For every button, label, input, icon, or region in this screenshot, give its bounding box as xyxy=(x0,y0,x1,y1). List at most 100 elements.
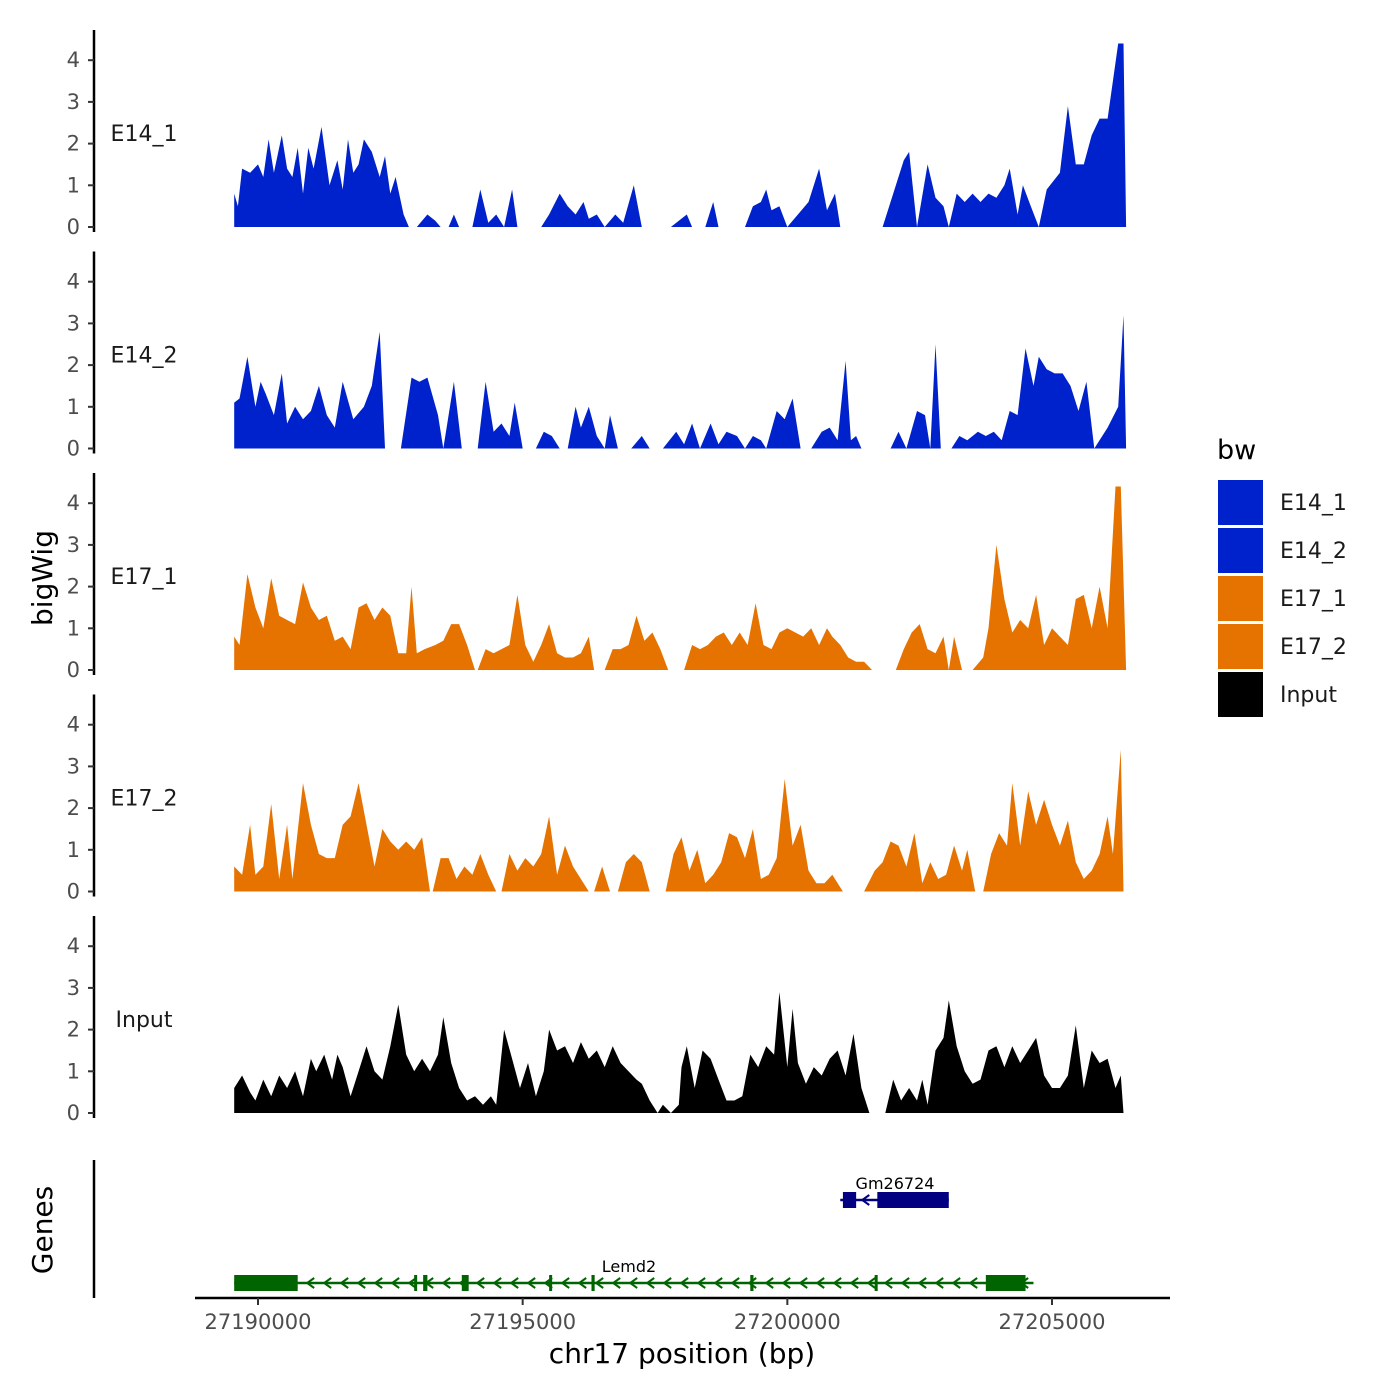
y-tick-label: 3 xyxy=(67,976,80,1000)
strand-chevron xyxy=(730,1277,740,1289)
y-tick-label: 1 xyxy=(67,173,80,197)
exon xyxy=(234,1275,298,1291)
y-tick-label: 4 xyxy=(67,48,80,72)
y-axis-title: bigWig xyxy=(26,530,59,626)
coverage-area xyxy=(864,833,976,892)
legend-swatch xyxy=(1218,576,1263,621)
y-tick-label: 4 xyxy=(67,270,80,294)
coverage-area xyxy=(895,624,962,670)
strand-chevron xyxy=(407,1277,417,1289)
y-tick-label: 0 xyxy=(67,437,80,461)
coverage-area xyxy=(432,854,497,892)
strand-chevron xyxy=(441,1277,451,1289)
strand-chevron xyxy=(713,1277,723,1289)
strand-chevron xyxy=(798,1277,808,1289)
coverage-area xyxy=(541,185,642,227)
legend-title: bw xyxy=(1217,435,1256,466)
track-label: E17_2 xyxy=(111,787,178,812)
track-label: E14_2 xyxy=(111,344,178,369)
coverage-area xyxy=(234,783,430,892)
x-axis: 27190000 27195000 27200000 27205000 xyxy=(195,1296,1170,1334)
strand-chevron xyxy=(883,1277,893,1289)
strand-chevron xyxy=(866,1277,876,1289)
legend-swatch xyxy=(1218,528,1263,573)
coverage-area xyxy=(234,574,475,670)
exon xyxy=(985,1275,1026,1291)
gene-label: Gm26724 xyxy=(856,1174,935,1193)
strand-chevron xyxy=(815,1277,825,1289)
coverage-area xyxy=(594,866,610,892)
strand-chevron xyxy=(764,1277,774,1289)
legend-label: E14_1 xyxy=(1280,491,1347,516)
legend-label: E17_1 xyxy=(1280,587,1347,612)
x-axis-title: chr17 position (bp) xyxy=(549,1337,815,1370)
coverage-area xyxy=(890,344,941,449)
coverage-area xyxy=(684,603,872,670)
coverage-area xyxy=(670,214,693,227)
strand-chevron xyxy=(305,1277,315,1289)
strand-chevron xyxy=(611,1277,621,1289)
strand-chevron xyxy=(917,1277,927,1289)
exon xyxy=(842,1192,857,1208)
legend-label: E14_2 xyxy=(1280,539,1347,564)
track-e14-1: 0 1 2 3 4 E14_1 xyxy=(67,30,1127,239)
genes-layer: Gm26724 Lemd2 xyxy=(92,1160,1034,1298)
y-tick-label: 0 xyxy=(67,215,80,239)
track-label: E17_1 xyxy=(111,565,178,590)
y-tick-label: 2 xyxy=(67,575,80,599)
gene-gm26724: Gm26724 xyxy=(840,1174,949,1208)
y-tick-label: 3 xyxy=(67,311,80,335)
exon xyxy=(750,1275,754,1291)
genes-panel-title: Genes xyxy=(26,1186,59,1274)
strand-chevron xyxy=(339,1277,349,1289)
legend-label: Input xyxy=(1280,683,1337,708)
strand-chevron xyxy=(492,1277,502,1289)
coverage-area xyxy=(951,315,1127,449)
strand-chevron xyxy=(781,1277,791,1289)
x-tick-label: 27205000 xyxy=(999,1310,1106,1334)
coverage-area xyxy=(567,406,618,449)
coverage-area xyxy=(400,377,462,449)
track-label: Input xyxy=(116,1008,173,1033)
strand-chevron xyxy=(373,1277,383,1289)
exon xyxy=(461,1275,469,1291)
exon xyxy=(874,1275,878,1291)
coverage-area xyxy=(662,360,862,449)
strand-chevron xyxy=(577,1277,587,1289)
track-label: E14_1 xyxy=(111,122,178,147)
strand-chevron xyxy=(645,1277,655,1289)
track-input: 0 1 2 3 4 Input xyxy=(67,916,1124,1125)
coverage-area xyxy=(234,331,385,449)
coverage-area xyxy=(631,436,650,449)
coverage-area xyxy=(416,214,441,227)
strand-chevron xyxy=(968,1277,978,1289)
legend-swatch xyxy=(1218,480,1263,525)
y-tick-label: 3 xyxy=(67,533,80,557)
coverage-area xyxy=(472,189,518,227)
y-tick-label: 2 xyxy=(67,1018,80,1042)
strand-chevron xyxy=(594,1277,604,1289)
legend-label: E17_2 xyxy=(1280,635,1347,660)
y-tick-label: 2 xyxy=(67,796,80,820)
coverage-area xyxy=(872,43,1127,227)
legend-swatch xyxy=(1218,672,1263,717)
coverage-area xyxy=(972,486,1127,670)
y-tick-label: 1 xyxy=(67,395,80,419)
y-tick-label: 0 xyxy=(67,1101,80,1125)
strand-chevron xyxy=(356,1277,366,1289)
exon xyxy=(423,1275,428,1291)
coverage-area xyxy=(477,594,595,670)
strand-chevron xyxy=(509,1277,519,1289)
y-tick-label: 1 xyxy=(67,616,80,640)
y-tick-label: 3 xyxy=(67,90,80,114)
coverage-area xyxy=(234,126,409,227)
coverage-area xyxy=(234,992,870,1113)
exon xyxy=(549,1275,553,1291)
x-tick-label: 27190000 xyxy=(205,1310,312,1334)
exon xyxy=(591,1275,595,1291)
legend-swatch xyxy=(1218,624,1263,669)
y-tick-label: 1 xyxy=(67,838,80,862)
legend: bw E14_1 E14_2 E17_1 E17_2 Input xyxy=(1217,435,1347,717)
strand-chevron xyxy=(832,1277,842,1289)
